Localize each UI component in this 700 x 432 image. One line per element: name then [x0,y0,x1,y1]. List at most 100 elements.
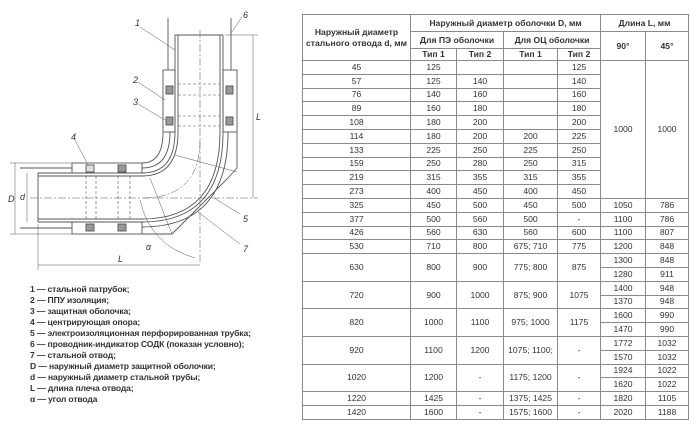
cell-oc2: 450 [556,184,602,199]
header-pe-type2: Тип 2 [456,48,504,61]
callout-5: 5 [243,214,249,224]
cell-pe1: 315 [410,170,457,186]
cell-pe1: 900 [410,280,457,310]
cell-oc2: - [556,211,602,227]
cell-d: 1020 [302,363,411,393]
legend-item: D — наружный диаметр защитной оболочки; [30,361,216,371]
legend-item: 7 — стальной отвод; [30,350,116,360]
cell-oc2: 355 [556,170,602,186]
cell-pe2: 500 [456,197,504,213]
cell-oc2: - [556,335,602,365]
legend-item: d — наружный диаметр стальной трубы; [30,372,201,382]
cell-d: 159 [302,156,411,172]
table-row: 219 315 355 315 355 [302,170,689,186]
table-row: 325 450 500 450 500 1050 786 [302,197,690,213]
cell-l90: 1924 [600,363,647,379]
cell-l45: 848 [645,253,690,268]
cell-pe2: 800 [456,239,504,255]
table-row: 1020 1200-1175; 1200-1924 1022 [302,363,690,393]
callout-3: 3 [133,97,138,107]
table-row: 114 180 200 200 225 [302,128,689,144]
dim-L-horizontal: L [118,254,123,264]
spec-table: Наружный диаметр стального отвода d, мм … [302,14,690,420]
cell-oc2: 500 [556,197,602,213]
cell-d: 530 [302,239,411,255]
cell-l90: 1100 [600,225,647,241]
cell-l90: 1300 [600,253,647,268]
cell-oc2: 225 [556,128,602,144]
table-row: 76 140 160 160 [302,87,689,103]
cell-oc2: 200 [556,115,602,130]
cell-d: 920 [302,335,411,365]
table-row: 133 225 250 225 250 [302,142,689,158]
cell-pe1: 800 [410,253,457,282]
cell-pe1: 140 [410,87,457,103]
cell-pe1: 1100 [410,335,457,365]
cell-l90: 1100 [600,211,647,227]
cell-pe2: 560 [456,211,504,227]
cell-oc2: 250 [556,142,602,158]
cell-l45: 948 [645,294,690,310]
cell-oc1: 975; 1000 [503,308,558,337]
cell-l45: 786 [645,197,690,213]
cell-pe1: 1600 [410,404,457,420]
cell-oc1: 1575; 1600 [503,404,558,420]
cell-pe2: - [456,404,504,420]
cell-l45: 786 [645,211,690,227]
cell-pe2: 1000 [456,280,504,310]
cell-oc1: 875; 900 [503,280,558,310]
cell-pe2: 200 [456,128,504,144]
cell-pe1: 225 [410,142,457,158]
cell-d: 114 [302,128,411,144]
cell-pe2: 1100 [456,308,504,337]
cell-oc1: 225 [503,142,558,158]
cell-d: 630 [302,253,411,282]
cell-oc2: - [556,404,602,420]
header-oc-type1: Тип 1 [503,48,558,61]
table-row: 530 710 800 675; 710 775 1200 848 [302,239,690,255]
cell-d: 219 [302,170,411,186]
legend-item: 3 — защитная оболочка; [30,306,131,316]
callout-4: 4 [71,132,76,142]
cell-d: 76 [302,87,411,103]
table-row: 1620 1022 [303,377,690,393]
cell-oc1: 500 [503,211,558,227]
cell-d: 325 [302,197,411,213]
cell-oc1 [503,60,558,75]
cell-d: 720 [302,280,411,310]
callout-7: 7 [243,244,249,254]
cell-oc2: 1175 [556,308,602,337]
cell-oc2: 775 [556,239,602,255]
header-oc-type2: Тип 2 [556,48,602,61]
cell-pe1: 250 [410,156,457,172]
cell-pe1: 400 [410,184,457,199]
cell-l90: 1570 [600,349,647,365]
cell-pe1: 500 [410,211,457,227]
cell-pe2: - [456,391,504,406]
cell-l45: 1000 [645,60,690,199]
cell-l90: 1000 [600,60,647,199]
cell-pe1: 125 [410,60,457,75]
cell-l45: 948 [645,280,690,296]
cell-l45: 1032 [645,349,690,365]
cell-pe2: 280 [456,156,504,172]
cell-l90: 2020 [600,404,647,420]
dim-alpha: α [146,242,152,252]
cell-oc2: - [556,391,602,406]
legend-item: 2 — ППУ изоляция; [30,295,109,305]
dim-d: d [20,192,26,202]
legend-item: L — длина плеча отвода; [30,383,134,393]
cell-l90: 1050 [600,197,647,213]
cell-d: 1420 [302,404,411,420]
cell-d: 89 [302,101,411,117]
cell-oc2: 1075 [556,280,602,310]
table-row: 426 560 630 560 600 1100 807 [302,225,690,241]
table-row: 108 180 200 200 [302,115,689,130]
table-row: 720 900 1000 875; 900 1075 1400 948 [302,280,690,310]
elbow-diagram: 1 2 3 4 5 6 7 L L D d α [8,10,261,270]
cell-l90: 1400 [600,280,647,296]
cell-d: 273 [302,184,411,199]
legend-item: 4 — центрирующая опора; [30,317,141,327]
cell-d: 108 [302,115,411,130]
cell-oc1 [503,73,558,89]
